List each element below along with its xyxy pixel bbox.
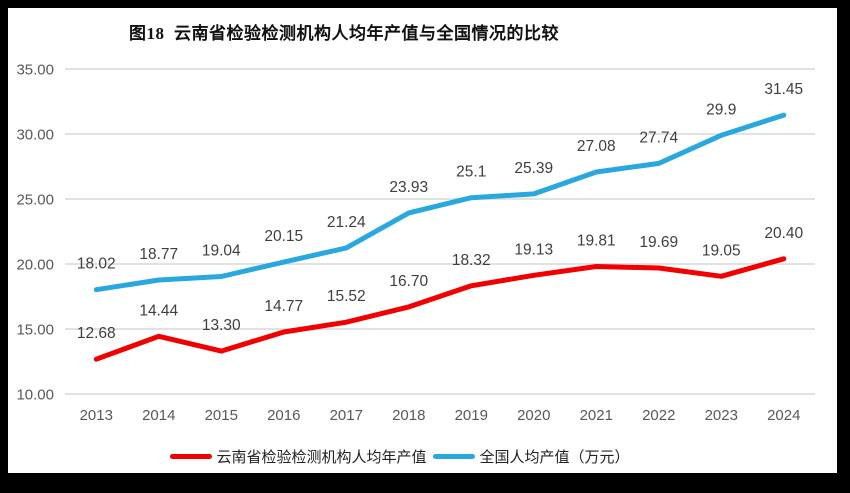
chart-legend: 云南省检验检测机构人均年产值 全国人均产值（万元） <box>169 446 635 467</box>
line-chart: 10.00 15.00 20.00 25.00 30.00 35.00 2013 2014 20… <box>16 62 815 424</box>
y-axis-tick-label: 25.00 <box>16 192 54 209</box>
national-data-label: 18.77 <box>139 246 178 263</box>
x-axis-tick-label: 2018 <box>392 407 425 424</box>
yunnan-data-label: 16.70 <box>389 273 428 290</box>
national-data-label: 19.04 <box>202 242 241 259</box>
yunnan-data-label: 19.13 <box>514 241 553 258</box>
yunnan-data-label: 14.44 <box>139 302 178 319</box>
yunnan-data-label: 19.05 <box>702 242 741 259</box>
chart-panel: 图18 云南省检验检测机构人均年产值与全国情况的比较 10.00 15.00 20.… <box>8 8 837 473</box>
national-data-label: 20.15 <box>264 228 303 245</box>
chart-title: 图18 云南省检验检测机构人均年产值与全国情况的比较 <box>129 24 559 43</box>
national-data-label: 27.74 <box>639 129 678 146</box>
yunnan-series-legend-label: 云南省检验检测机构人均年产值 <box>216 449 427 466</box>
x-axis-tick-label: 2019 <box>455 407 488 424</box>
national-data-label: 23.93 <box>389 179 428 196</box>
national-data-label: 21.24 <box>327 214 366 231</box>
y-axis-tick-label: 15.00 <box>16 322 54 339</box>
national-data-label: 29.9 <box>706 101 736 118</box>
yunnan-data-label: 19.81 <box>577 232 616 249</box>
national-data-label: 25.1 <box>456 164 486 181</box>
y-axis-tick-label: 10.00 <box>16 387 54 404</box>
x-axis-tick-label: 2013 <box>80 407 113 424</box>
x-axis-tick-label: 2023 <box>705 407 738 424</box>
yunnan-data-label: 14.77 <box>264 298 303 315</box>
yunnan-data-label: 13.30 <box>202 317 241 334</box>
national-data-label: 25.39 <box>514 160 553 177</box>
national-series-legend-label: 全国人均产值（万元） <box>479 449 630 466</box>
yunnan-data-label: 20.40 <box>764 225 803 242</box>
yunnan-series-legend-swatch <box>169 454 212 459</box>
national-series-line <box>93 112 787 293</box>
x-axis-tick-label: 2021 <box>580 407 613 424</box>
national-series-legend-swatch <box>432 454 475 459</box>
y-axis-tick-label: 35.00 <box>16 62 54 79</box>
x-axis-tick-label: 2024 <box>767 407 800 424</box>
yunnan-data-label: 15.52 <box>327 288 366 305</box>
x-axis-tick-label: 2017 <box>330 407 363 424</box>
y-axis-tick-label: 20.00 <box>16 257 54 274</box>
national-data-label: 27.08 <box>577 138 616 155</box>
x-axis-tick-label: 2015 <box>205 407 238 424</box>
x-axis-tick-label: 2016 <box>267 407 300 424</box>
x-axis-tick-label: 2014 <box>142 407 175 424</box>
national-data-label: 18.02 <box>77 256 116 273</box>
yunnan-series-line <box>93 256 787 362</box>
yunnan-data-label: 19.69 <box>639 234 678 251</box>
yunnan-data-label: 12.68 <box>77 325 116 342</box>
y-axis-tick-label: 30.00 <box>16 127 54 144</box>
yunnan-data-label: 18.32 <box>452 252 491 269</box>
national-data-label: 31.45 <box>764 81 803 98</box>
x-axis-tick-label: 2022 <box>642 407 675 424</box>
x-axis-tick-label: 2020 <box>517 407 550 424</box>
